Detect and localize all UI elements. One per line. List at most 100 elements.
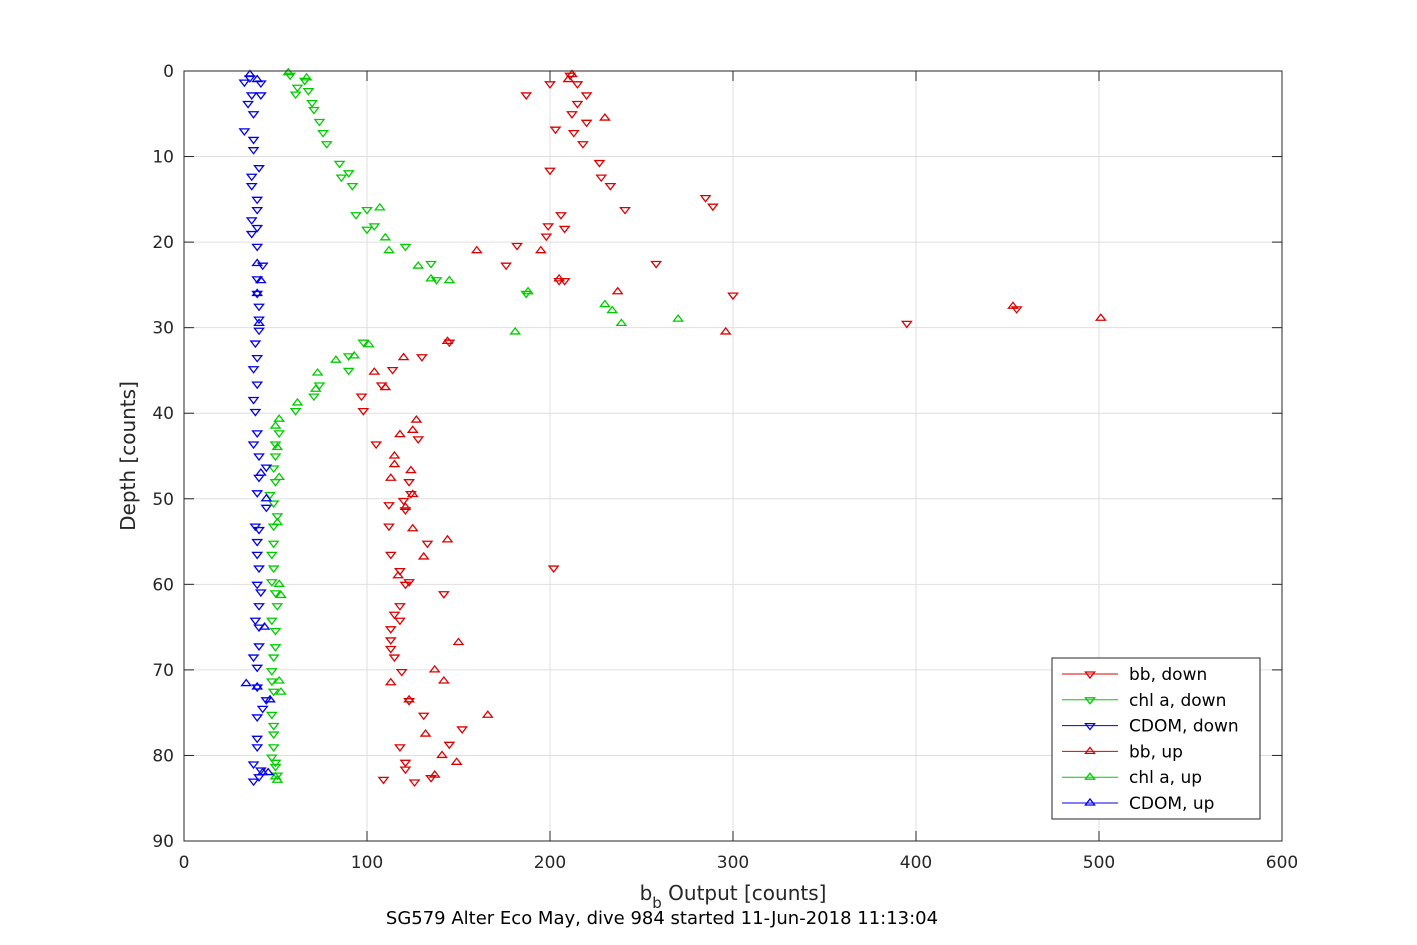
data-point	[247, 111, 260, 119]
series-0	[355, 72, 1023, 788]
data-series	[238, 67, 1107, 788]
data-point	[619, 206, 631, 215]
caption: SG579 Alter Eco May, dive 984 started 11…	[386, 908, 938, 929]
data-point	[282, 67, 295, 76]
data-point	[267, 565, 280, 574]
legend-item: chl a, down	[1062, 691, 1226, 711]
data-point	[437, 591, 450, 599]
data-point	[348, 350, 361, 359]
data-point	[245, 230, 258, 239]
data-point	[606, 305, 619, 314]
data-point	[238, 79, 251, 88]
data-point	[412, 436, 425, 444]
data-point	[262, 767, 275, 776]
data-point	[269, 644, 282, 652]
data-point	[481, 710, 494, 718]
legend-label: bb, down	[1129, 665, 1207, 685]
data-point	[253, 327, 265, 336]
x-tick-label: 0	[179, 853, 190, 873]
data-point	[253, 565, 265, 574]
data-point	[269, 590, 282, 598]
x-tick-label: 300	[717, 853, 749, 873]
data-point	[580, 119, 593, 128]
data-point	[251, 581, 264, 590]
data-point	[520, 92, 533, 101]
data-point	[417, 551, 430, 560]
series-4	[269, 67, 685, 783]
data-point	[544, 167, 556, 176]
data-point	[289, 408, 302, 416]
data-point	[265, 617, 278, 626]
series-1	[264, 72, 533, 781]
data-point	[298, 77, 311, 86]
data-point	[269, 453, 282, 462]
data-point	[580, 92, 593, 101]
data-point	[251, 744, 264, 752]
data-point	[251, 206, 264, 215]
data-point	[598, 299, 611, 308]
data-point	[245, 92, 258, 101]
data-point	[571, 100, 584, 109]
data-point	[394, 744, 406, 752]
data-point	[317, 129, 329, 138]
data-point	[553, 273, 566, 282]
data-point	[394, 603, 406, 611]
data-point	[456, 726, 469, 734]
legend-box	[1051, 657, 1261, 820]
data-point	[267, 540, 280, 549]
data-point	[437, 675, 450, 684]
data-point	[399, 243, 412, 252]
data-point	[520, 290, 533, 299]
data-point	[242, 100, 254, 109]
data-point	[553, 277, 566, 286]
data-point	[384, 677, 397, 686]
data-point	[699, 194, 712, 203]
data-point	[357, 408, 370, 416]
data-point	[405, 465, 417, 474]
data-point	[309, 384, 322, 392]
data-point	[267, 688, 280, 697]
data-point	[388, 450, 401, 459]
data-point	[265, 754, 278, 763]
data-point	[571, 81, 584, 89]
data-point	[408, 779, 421, 788]
data-point	[256, 705, 269, 714]
data-point	[251, 538, 264, 547]
data-point	[251, 664, 264, 673]
data-point	[555, 212, 567, 220]
y-tick-label: 50	[152, 490, 174, 510]
data-point	[377, 776, 390, 785]
data-point	[267, 654, 280, 663]
data-point	[251, 196, 264, 205]
y-axis-label: Depth [counts]	[116, 381, 140, 531]
data-point	[254, 275, 267, 284]
data-point	[251, 430, 264, 438]
data-point	[593, 159, 606, 168]
data-point	[388, 611, 401, 620]
data-point	[706, 203, 719, 212]
data-point	[361, 206, 373, 215]
x-tick-label: 200	[534, 853, 566, 873]
data-point	[291, 84, 304, 93]
data-point	[379, 232, 392, 241]
data-point	[355, 393, 368, 402]
data-point	[395, 668, 408, 677]
x-axis-label-main: b	[640, 881, 653, 905]
data-point	[284, 72, 297, 81]
data-point	[470, 245, 483, 254]
data-point	[577, 141, 589, 149]
x-axis-label: bb Output [counts]	[640, 881, 827, 912]
data-point	[399, 581, 412, 590]
data-point	[522, 286, 534, 295]
data-point	[397, 352, 410, 361]
data-point	[370, 441, 383, 450]
data-point	[558, 225, 571, 234]
data-point	[265, 579, 278, 587]
data-point	[403, 479, 416, 487]
data-point	[253, 316, 265, 325]
data-point	[256, 767, 269, 776]
y-tick-label: 10	[152, 148, 174, 168]
y-tick-label: 30	[152, 319, 174, 339]
legend-marker	[1084, 671, 1096, 680]
data-point	[247, 136, 260, 145]
